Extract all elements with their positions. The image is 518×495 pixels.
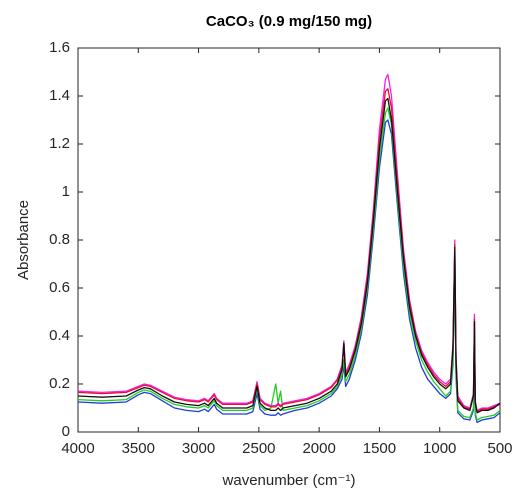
x-tick-label: 500 xyxy=(487,440,512,457)
plot-frame xyxy=(77,47,501,433)
y-tick-label: 0.6 xyxy=(49,279,70,296)
x-tick-label: 2500 xyxy=(242,440,275,457)
y-tick-label: 0.2 xyxy=(49,375,70,392)
x-tick-label: 1000 xyxy=(423,440,456,457)
y-tick-label: 1.4 xyxy=(49,87,70,104)
x-tick-label: 4000 xyxy=(61,440,94,457)
x-tick-label: 3500 xyxy=(122,440,155,457)
y-tick-label: 1.6 xyxy=(49,39,70,56)
y-tick-label: 0.4 xyxy=(49,327,70,344)
y-tick-label: 0 xyxy=(62,423,70,440)
chart-title: CaCO₃ (0.9 mg/150 mg) xyxy=(206,13,372,30)
x-axis-label: wavenumber (cm⁻¹) xyxy=(222,472,356,489)
y-tick-label: 1 xyxy=(62,183,70,200)
x-tick-label: 1500 xyxy=(363,440,396,457)
y-axis-label: Absorbance xyxy=(15,200,32,280)
y-tick-label: 0.8 xyxy=(49,231,70,248)
spectrum-line xyxy=(77,97,501,414)
x-tick-label: 3000 xyxy=(182,440,215,457)
y-tick-label: 1.2 xyxy=(49,135,70,152)
x-tick-label: 2000 xyxy=(302,440,335,457)
